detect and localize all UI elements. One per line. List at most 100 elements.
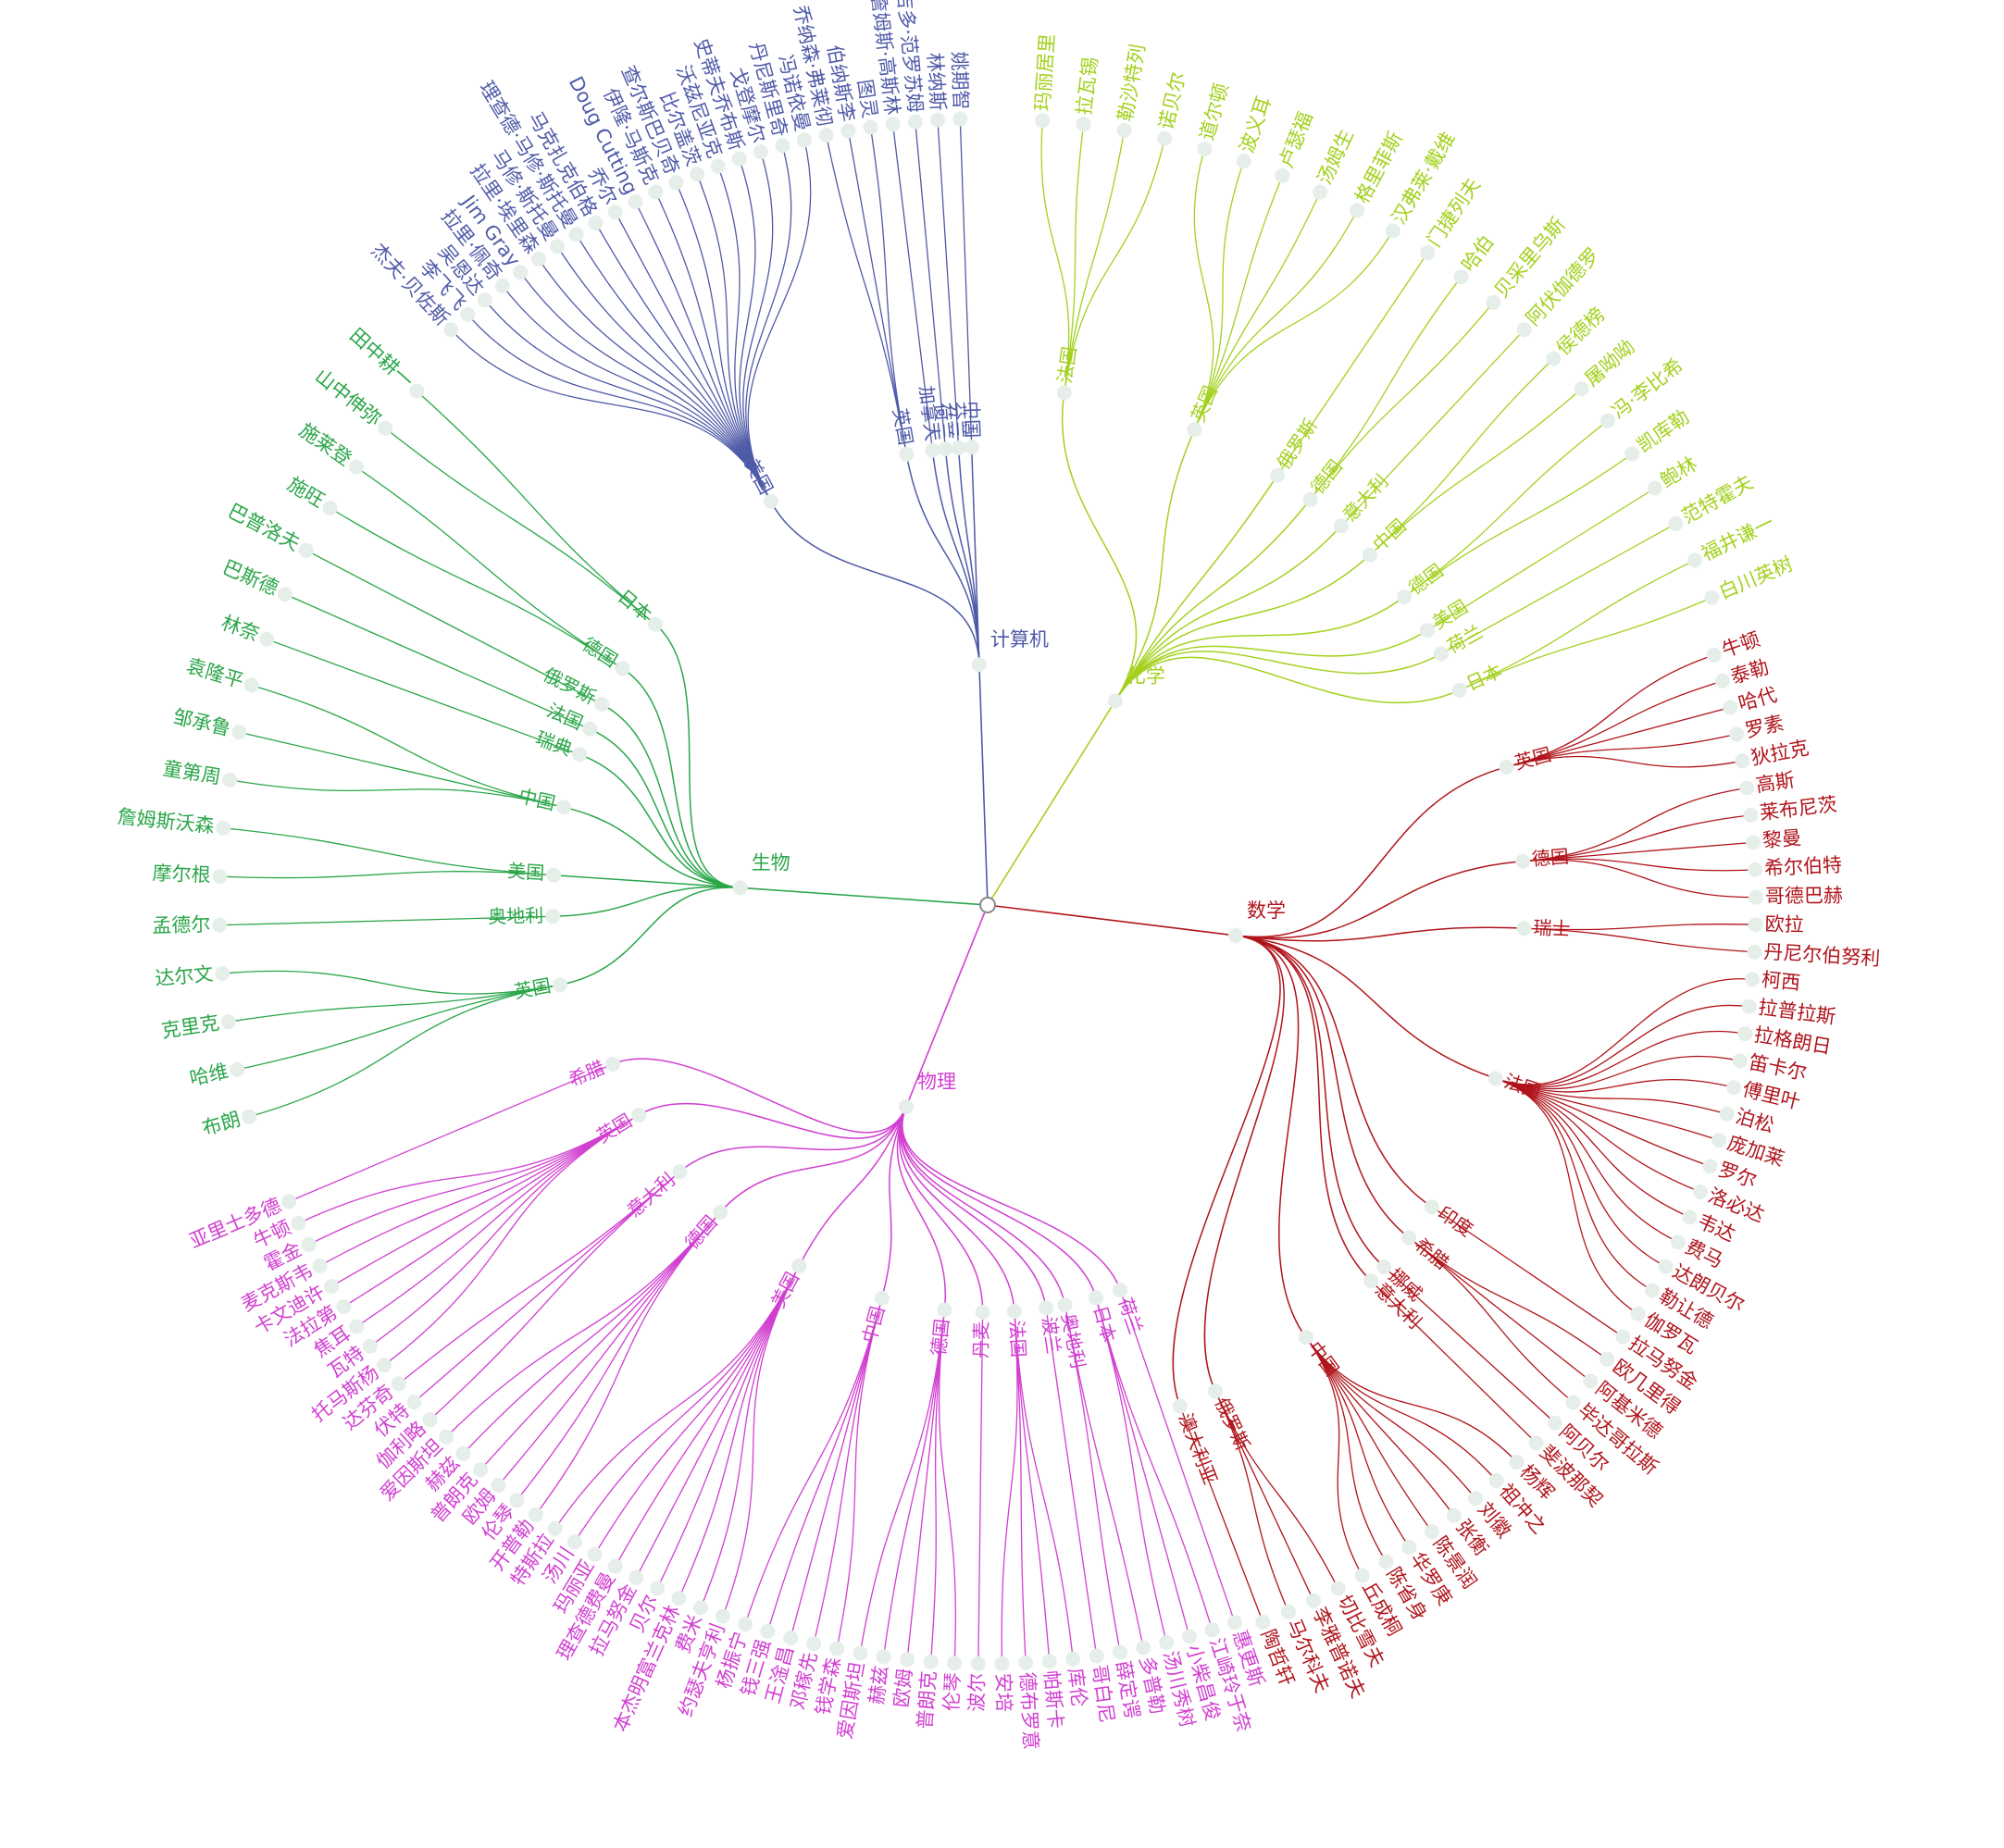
leaf-node[interactable]	[1711, 1133, 1727, 1148]
leaf-node[interactable]	[648, 184, 664, 200]
leaf-node[interactable]	[1453, 269, 1469, 285]
leaf-node[interactable]	[1647, 480, 1662, 496]
group-node[interactable]	[1056, 385, 1072, 401]
leaf-node[interactable]	[796, 132, 812, 148]
leaf-node[interactable]	[222, 772, 238, 788]
leaf-node[interactable]	[1706, 647, 1722, 663]
group-node[interactable]	[1089, 1290, 1103, 1306]
leaf-node[interactable]	[1714, 674, 1730, 688]
group-node[interactable]	[594, 697, 610, 712]
leaf-node[interactable]	[1546, 351, 1562, 366]
leaf-node[interactable]	[1204, 1622, 1220, 1638]
leaf-node[interactable]	[212, 917, 228, 933]
leaf-node[interactable]	[231, 725, 247, 740]
group-node[interactable]	[899, 446, 915, 462]
leaf-node[interactable]	[1528, 1435, 1544, 1451]
leaf-node[interactable]	[455, 1445, 471, 1461]
leaf-node[interactable]	[1385, 223, 1400, 239]
leaf-node[interactable]	[1446, 1507, 1462, 1523]
leaf-node[interactable]	[1747, 944, 1762, 960]
leaf-node[interactable]	[710, 158, 726, 174]
leaf-node[interactable]	[1749, 889, 1763, 905]
group-node[interactable]	[545, 909, 561, 924]
leaf-node[interactable]	[907, 114, 923, 130]
group-node[interactable]	[925, 442, 940, 458]
group-node[interactable]	[1006, 1304, 1022, 1319]
leaf-node[interactable]	[301, 1236, 317, 1252]
group-node[interactable]	[937, 1302, 952, 1318]
leaf-node[interactable]	[885, 117, 901, 132]
leaf-node[interactable]	[377, 1358, 392, 1373]
leaf-node[interactable]	[220, 1014, 236, 1030]
leaf-node[interactable]	[547, 1520, 563, 1536]
leaf-node[interactable]	[753, 144, 768, 160]
leaf-node[interactable]	[528, 1507, 543, 1522]
group-node[interactable]	[605, 1056, 620, 1072]
leaf-node[interactable]	[1719, 1106, 1735, 1122]
leaf-node[interactable]	[650, 1581, 666, 1596]
group-node[interactable]	[582, 721, 598, 737]
group-node[interactable]	[1363, 1273, 1379, 1289]
group-node[interactable]	[647, 616, 663, 632]
leaf-node[interactable]	[690, 167, 704, 182]
group-node[interactable]	[672, 1164, 688, 1180]
group-node[interactable]	[975, 1305, 990, 1320]
group-node[interactable]	[938, 441, 953, 457]
leaf-node[interactable]	[322, 501, 338, 515]
group-node[interactable]	[1172, 1398, 1188, 1414]
group-node[interactable]	[1499, 759, 1514, 775]
leaf-node[interactable]	[1509, 1454, 1525, 1470]
leaf-node[interactable]	[1726, 1080, 1742, 1096]
leaf-node[interactable]	[1113, 1644, 1127, 1660]
leaf-node[interactable]	[930, 112, 945, 128]
leaf-node[interactable]	[1424, 1524, 1439, 1540]
leaf-node[interactable]	[1668, 515, 1684, 531]
leaf-node[interactable]	[1746, 835, 1761, 850]
leaf-node[interactable]	[1486, 294, 1501, 310]
group-node[interactable]	[1057, 1297, 1073, 1312]
branch-node[interactable]	[971, 657, 987, 673]
leaf-node[interactable]	[1159, 1634, 1175, 1650]
leaf-node[interactable]	[1548, 1415, 1562, 1431]
branch-node[interactable]	[899, 1098, 914, 1114]
leaf-node[interactable]	[1157, 130, 1173, 146]
group-node[interactable]	[631, 1108, 647, 1122]
group-node[interactable]	[791, 1259, 807, 1273]
group-node[interactable]	[1451, 682, 1467, 698]
leaf-node[interactable]	[783, 1630, 799, 1645]
leaf-node[interactable]	[760, 1623, 776, 1639]
leaf-node[interactable]	[1682, 1209, 1698, 1225]
leaf-node[interactable]	[324, 1279, 340, 1295]
leaf-node[interactable]	[607, 205, 623, 220]
leaf-node[interactable]	[1739, 780, 1755, 796]
leaf-node[interactable]	[406, 1395, 422, 1410]
leaf-node[interactable]	[243, 677, 259, 693]
leaf-node[interactable]	[1692, 1184, 1708, 1199]
leaf-node[interactable]	[1401, 1539, 1417, 1555]
leaf-node[interactable]	[1227, 1615, 1242, 1631]
leaf-node[interactable]	[422, 1412, 438, 1428]
leaf-node[interactable]	[738, 1617, 753, 1632]
leaf-node[interactable]	[923, 1654, 939, 1669]
leaf-node[interactable]	[1354, 1568, 1370, 1583]
leaf-node[interactable]	[806, 1636, 822, 1652]
leaf-node[interactable]	[298, 542, 314, 558]
leaf-node[interactable]	[278, 587, 293, 602]
leaf-node[interactable]	[1741, 998, 1757, 1014]
leaf-node[interactable]	[1670, 1234, 1686, 1250]
leaf-node[interactable]	[1076, 117, 1091, 132]
leaf-node[interactable]	[281, 1194, 297, 1209]
leaf-node[interactable]	[1350, 203, 1365, 218]
leaf-node[interactable]	[336, 1299, 352, 1314]
leaf-node[interactable]	[607, 1558, 623, 1574]
leaf-node[interactable]	[1745, 972, 1761, 987]
leaf-node[interactable]	[409, 383, 425, 399]
leaf-node[interactable]	[1065, 1651, 1081, 1667]
group-node[interactable]	[1487, 1071, 1503, 1086]
leaf-node[interactable]	[775, 138, 790, 154]
leaf-node[interactable]	[952, 111, 968, 127]
group-node[interactable]	[1401, 1230, 1417, 1246]
leaf-node[interactable]	[1599, 1351, 1615, 1367]
leaf-node[interactable]	[970, 1656, 986, 1671]
leaf-node[interactable]	[1658, 1259, 1674, 1274]
